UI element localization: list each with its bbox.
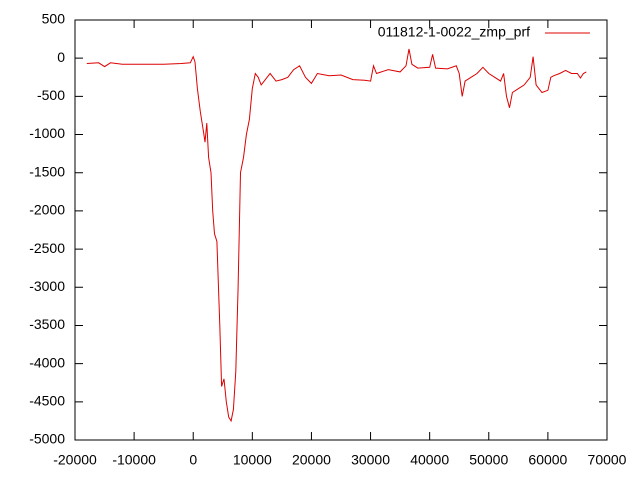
y-tick-label: 500	[42, 11, 66, 27]
data-line	[86, 48, 587, 423]
x-tick-label: 10000	[233, 452, 272, 468]
x-tick-label: 20000	[292, 452, 331, 468]
y-tick-label: -3500	[29, 316, 65, 332]
plot-border	[74, 19, 608, 441]
y-tick-label: -4000	[29, 354, 65, 370]
y-tick-label: -2000	[29, 202, 65, 218]
x-tick-label: 50000	[469, 452, 508, 468]
x-tick-label: -10000	[112, 452, 156, 468]
y-tick-label: -1000	[29, 125, 65, 141]
x-tick-label: 30000	[351, 452, 390, 468]
y-tick-label: -500	[37, 87, 65, 103]
x-tick-label: 0	[189, 452, 197, 468]
x-tick-label: 40000	[410, 452, 449, 468]
x-tick-label: -20000	[53, 452, 97, 468]
x-tick-label: 70000	[588, 452, 627, 468]
y-tick-label: 0	[57, 49, 65, 65]
y-tick-label: -3000	[29, 278, 65, 294]
y-tick-label: -5000	[29, 431, 65, 447]
x-tick-label: 60000	[528, 452, 567, 468]
y-tick-label: -2500	[29, 240, 65, 256]
y-tick-label: -4500	[29, 393, 65, 409]
y-tick-label: -1500	[29, 163, 65, 179]
legend-label: 011812-1-0022_zmp_prf	[378, 24, 530, 40]
